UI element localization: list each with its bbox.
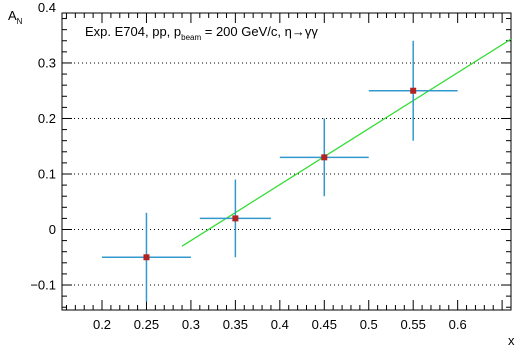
annotation-subscript: beam bbox=[181, 33, 201, 42]
y-axis-title-subscript: N bbox=[17, 17, 23, 26]
y-tick-label: −0.1 bbox=[30, 278, 56, 293]
axis-ticks bbox=[62, 13, 512, 310]
fit-line bbox=[181, 38, 512, 247]
annotation-suffix: = 200 GeV/c, η→γγ bbox=[201, 24, 318, 39]
fit-line-group bbox=[181, 38, 512, 247]
plot-frame bbox=[61, 12, 512, 311]
data-point-marker bbox=[410, 87, 417, 94]
x-tick-label: 0.3 bbox=[182, 317, 200, 332]
x-tick-label: 0.45 bbox=[312, 317, 337, 332]
data-point-marker bbox=[232, 215, 239, 222]
x-tick-label: 0.25 bbox=[134, 317, 159, 332]
y-tick-label: 0 bbox=[49, 222, 56, 237]
x-tick-label: 0.55 bbox=[401, 317, 426, 332]
x-tick-label: 0.4 bbox=[271, 317, 289, 332]
x-tick-label: 0.6 bbox=[449, 317, 467, 332]
tick-labels: 0.2 0.25 0.3 0.35 0.4 0.45 0.5 0.55 0.6 −0.1 0 0.1 0… bbox=[30, 0, 466, 332]
x-axis-title: x bbox=[508, 333, 515, 348]
x-tick-label: 0.35 bbox=[223, 317, 248, 332]
y-tick-label: 0.3 bbox=[38, 55, 56, 70]
chart-annotation: Exp. E704, pp, pbeam = 200 GeV/c, η→γγ bbox=[85, 24, 318, 42]
data-point-marker bbox=[321, 154, 328, 161]
y-tick-label: 0.1 bbox=[38, 166, 56, 181]
y-axis-title: AN bbox=[8, 8, 23, 26]
y-tick-label: 0.2 bbox=[38, 111, 56, 126]
annotation-prefix: Exp. E704, pp, p bbox=[85, 24, 181, 39]
data-points bbox=[102, 40, 458, 302]
grid-lines bbox=[62, 62, 511, 286]
data-point-marker bbox=[143, 254, 150, 261]
x-tick-label: 0.2 bbox=[93, 317, 111, 332]
y-axis-title-main: A bbox=[8, 8, 17, 23]
x-tick-label: 0.5 bbox=[360, 317, 378, 332]
y-tick-label: 0.4 bbox=[38, 0, 56, 15]
